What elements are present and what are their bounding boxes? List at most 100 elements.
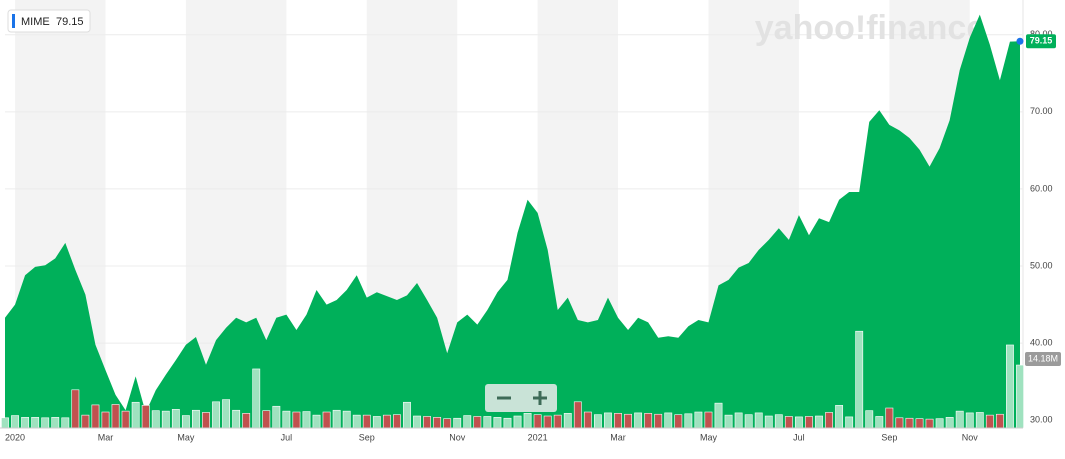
legend: MIME 79.15 bbox=[7, 9, 91, 33]
volume-bar bbox=[141, 405, 150, 429]
volume-bar bbox=[302, 411, 311, 429]
volume-bar bbox=[272, 405, 281, 429]
volume-bar bbox=[805, 416, 813, 429]
price-badge bbox=[1026, 34, 1056, 49]
zoom-in[interactable] bbox=[525, 388, 553, 408]
volume-bar bbox=[995, 413, 1004, 429]
volume-bar bbox=[674, 414, 683, 429]
last-point bbox=[1016, 37, 1024, 45]
volume-bar bbox=[81, 414, 90, 429]
watermark: yahoo!finance bbox=[755, 9, 985, 47]
legend-name: MIME bbox=[21, 16, 50, 28]
volume-bar bbox=[573, 401, 582, 429]
volume-bar bbox=[634, 412, 643, 429]
volume-bar bbox=[493, 417, 502, 429]
zoom-controls bbox=[485, 384, 557, 412]
volume-bar bbox=[453, 417, 462, 429]
volume-bar bbox=[101, 411, 110, 429]
volume-bar bbox=[935, 418, 944, 429]
volume-bar bbox=[362, 414, 371, 429]
volume-bar bbox=[51, 417, 60, 429]
volume-bar bbox=[262, 410, 271, 429]
y-tick-label: 70.00 bbox=[1030, 106, 1053, 116]
volume-bar bbox=[71, 389, 80, 429]
volume-bar bbox=[764, 415, 773, 429]
volume-bar bbox=[895, 417, 904, 429]
volume-bar bbox=[443, 418, 452, 429]
volume-bar bbox=[513, 415, 522, 429]
volume-bar bbox=[925, 418, 934, 429]
volume-bar bbox=[463, 415, 472, 429]
volume-bar bbox=[403, 401, 411, 429]
volume-bar bbox=[1006, 344, 1014, 429]
volume-bar bbox=[684, 413, 693, 429]
volume-bar bbox=[242, 413, 251, 429]
volume-bar bbox=[644, 413, 653, 429]
price-badge-label: 79.15 bbox=[1030, 36, 1053, 46]
volume-bar bbox=[875, 416, 884, 429]
volume-bar bbox=[433, 417, 442, 429]
volume-bar bbox=[624, 413, 632, 429]
volume-bar bbox=[955, 410, 964, 429]
volume-bar bbox=[654, 413, 663, 429]
volume-bar bbox=[212, 401, 220, 429]
volume-bar bbox=[523, 413, 532, 429]
volume-bar bbox=[915, 418, 924, 429]
volume-bar bbox=[202, 412, 210, 429]
volume-bar bbox=[754, 412, 763, 429]
x-tick-label: Nov bbox=[449, 432, 466, 442]
volume-bar bbox=[714, 402, 723, 429]
volume-bar bbox=[985, 414, 994, 429]
volume-bar bbox=[734, 412, 743, 429]
plot bbox=[1, 14, 1024, 429]
x-tick-label: Jul bbox=[281, 432, 293, 442]
y-tick-label: 50.00 bbox=[1030, 260, 1053, 270]
volume-bar bbox=[161, 410, 170, 429]
volume-bar bbox=[151, 410, 160, 429]
x-tick-label: May bbox=[177, 432, 195, 442]
y-tick-label: 60.00 bbox=[1030, 183, 1053, 193]
volume-bar bbox=[41, 417, 50, 429]
volume-bar bbox=[121, 410, 130, 429]
volume-bar bbox=[865, 410, 874, 429]
volume-bar bbox=[192, 409, 200, 429]
volume-bar bbox=[945, 417, 954, 429]
volume-bar bbox=[583, 411, 592, 429]
volume-bar bbox=[312, 414, 321, 429]
volume-bar bbox=[975, 412, 984, 429]
volume-bar bbox=[614, 413, 622, 429]
legend-value: 79.15 bbox=[56, 16, 84, 28]
volume-bar bbox=[342, 410, 351, 429]
volume-bar bbox=[855, 330, 864, 429]
volume-bar bbox=[292, 411, 301, 429]
zoom-out[interactable] bbox=[490, 388, 518, 408]
volume-bar bbox=[543, 415, 552, 429]
volume-bar bbox=[332, 409, 341, 429]
x-tick-label: May bbox=[700, 432, 718, 442]
volume-bar bbox=[815, 415, 823, 429]
volume-bar bbox=[885, 407, 894, 429]
volume-bar bbox=[131, 401, 140, 429]
volume-bar bbox=[704, 411, 713, 429]
volume-bar bbox=[553, 414, 562, 429]
volume-bar bbox=[774, 414, 783, 429]
volume-bar bbox=[393, 414, 401, 429]
y-tick-label: 80.00 bbox=[1030, 29, 1053, 39]
volume-bar bbox=[61, 417, 70, 429]
volume-bar bbox=[503, 417, 512, 429]
volume-bar bbox=[91, 404, 100, 429]
volume-bar bbox=[1, 417, 9, 429]
x-tick-label: Mar bbox=[610, 432, 626, 442]
volume-bar bbox=[111, 404, 120, 429]
volume-bar bbox=[222, 399, 231, 429]
x-tick-label: Mar bbox=[98, 432, 114, 442]
volume-bar bbox=[1016, 364, 1024, 429]
volume-bar bbox=[905, 417, 914, 429]
volume-bar bbox=[423, 416, 431, 429]
volume-bar bbox=[694, 411, 703, 429]
volume-bar bbox=[31, 417, 40, 429]
volume-bar bbox=[11, 415, 19, 429]
x-tick-label: Jul bbox=[793, 432, 805, 442]
